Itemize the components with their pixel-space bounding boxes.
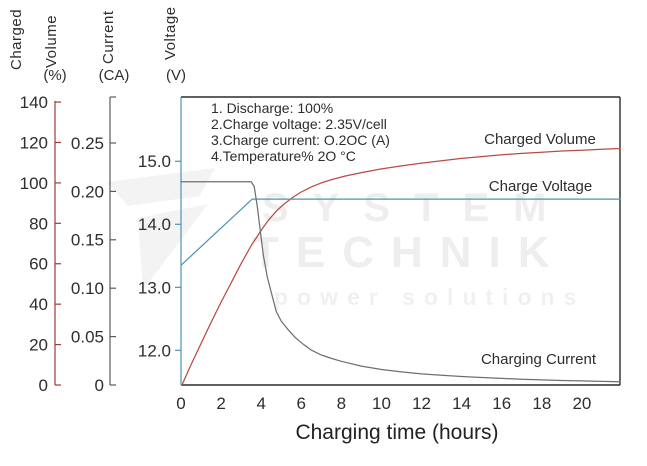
annotation-block: 1. Discharge: 100% 2.Charge voltage: 2.3… [211, 100, 390, 164]
watermark-text-system: SYSTEM [262, 186, 571, 230]
series-curve-current [180, 181, 621, 383]
charge-voltage-curve-label: Charge Voltage [488, 178, 593, 195]
series-curve-voltage [180, 198, 621, 266]
voltage-tick-label: 14.0 [138, 215, 171, 234]
current-tick-label: 0.20 [71, 182, 104, 201]
x-tick-label: 18 [532, 394, 551, 413]
voltage-tick-label: 12.0 [138, 341, 171, 360]
voltage-axis-unit: (V) [166, 67, 186, 84]
x-tick-label: 20 [572, 394, 591, 413]
volume-tick-label: 0 [39, 376, 48, 395]
volume-tick-label: 100 [20, 174, 48, 193]
voltage-tick-label: 13.0 [138, 278, 171, 297]
current-tick-label: 0.10 [71, 279, 104, 298]
x-tick-label: 8 [337, 394, 346, 413]
volume-tick-label: 20 [29, 336, 48, 355]
watermark-text-technik: TECHNIK [252, 228, 567, 277]
x-tick-label: 0 [176, 394, 185, 413]
volume-tick-label: 60 [29, 255, 48, 274]
x-axis-label: Charging time (hours) [295, 421, 499, 444]
x-tick-label: 4 [256, 394, 265, 413]
volume-tick-label: 80 [29, 214, 48, 233]
annotation-line-3: 3.Charge current: O.2OC (A) [211, 132, 390, 148]
current-tick-label: 0 [95, 376, 104, 395]
x-tick-label: 14 [452, 394, 471, 413]
series-curve-volume [181, 147, 621, 386]
annotation-line-1: 1. Discharge: 100% [211, 100, 334, 116]
current-tick-label: 0.15 [71, 231, 104, 250]
current-tick-label: 0.25 [71, 134, 104, 153]
volume-tick-label: 40 [29, 295, 48, 314]
voltage-tick-label: 15.0 [138, 152, 171, 171]
x-tick-label: 10 [372, 394, 391, 413]
x-tick-label: 12 [412, 394, 431, 413]
x-tick-label: 16 [492, 394, 511, 413]
current-axis-unit: (CA) [98, 67, 130, 84]
current-tick-label: 0.05 [71, 328, 104, 347]
volume-axis-unit: (%) [43, 67, 67, 84]
charging-current-curve-label: Charging Current [480, 351, 597, 368]
annotation-line-4: 4.Temperature% 2O °C [211, 148, 356, 164]
volume-tick-label: 120 [20, 133, 48, 152]
volume-tick-label: 140 [20, 93, 48, 112]
watermark-text-power-solutions: power solutions [274, 284, 586, 310]
annotation-line-2: 2.Charge voltage: 2.35V/cell [211, 116, 387, 132]
charged-volume-curve-label: Charged Volume [484, 131, 596, 148]
x-tick-label: 2 [216, 394, 225, 413]
x-tick-label: 6 [297, 394, 306, 413]
